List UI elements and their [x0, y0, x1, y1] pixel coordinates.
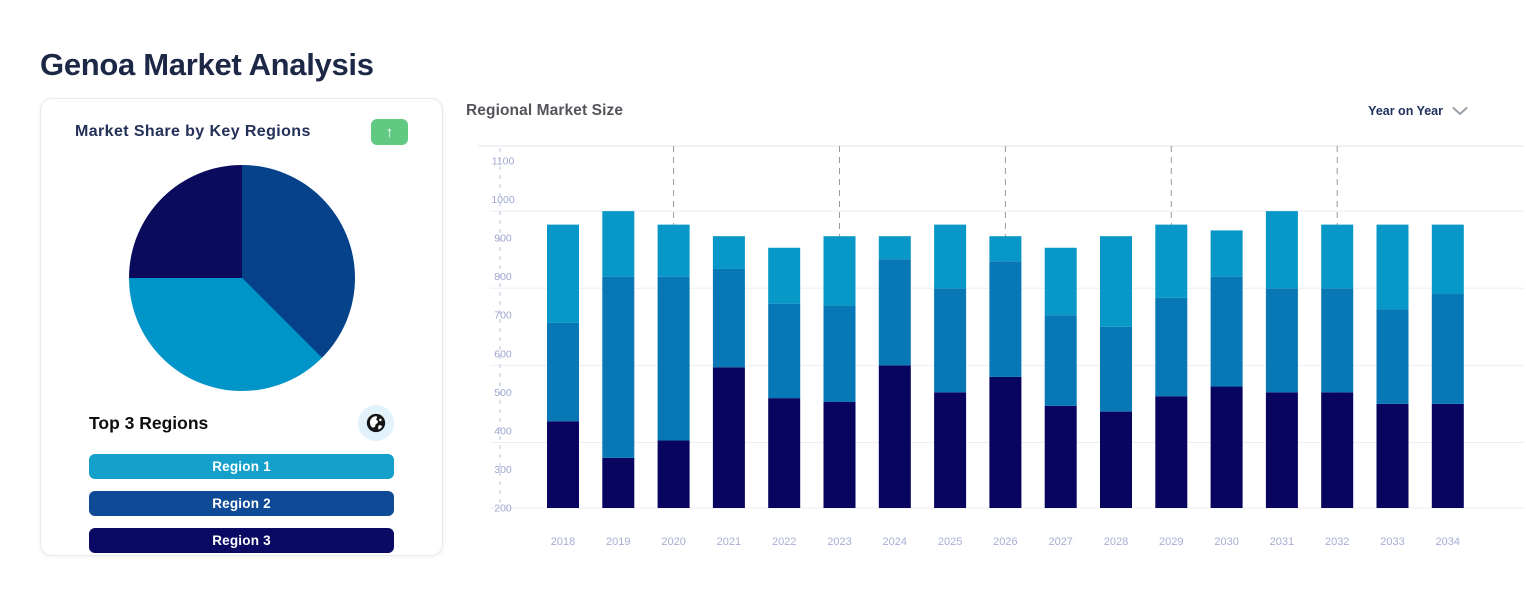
- top-regions-row: Top 3 Regions: [89, 405, 394, 441]
- bar-segment-2021-series-blue[interactable]: [712, 268, 745, 368]
- bar-segment-2025-series-cyan[interactable]: [934, 224, 967, 289]
- chevron-down-icon: [1452, 106, 1468, 115]
- bar-segment-2022-series-cyan[interactable]: [768, 247, 801, 304]
- bar-segment-2027-series-blue[interactable]: [1044, 315, 1077, 406]
- x-axis-label: 2032: [1325, 536, 1349, 548]
- bar-segment-2027-series-dark-navy[interactable]: [1044, 405, 1077, 508]
- market-share-card: Market Share by Key Regions ↑ Top 3 Regi…: [40, 98, 443, 556]
- bar-segment-2033-series-dark-navy[interactable]: [1376, 403, 1409, 508]
- x-axis-label: 2023: [827, 536, 851, 548]
- bar-segment-2024-series-dark-navy[interactable]: [878, 365, 911, 508]
- bar-segment-2025-series-blue[interactable]: [934, 288, 967, 393]
- bar-segment-2028-series-dark-navy[interactable]: [1100, 411, 1132, 508]
- bar-segment-2028-series-blue[interactable]: [1100, 326, 1132, 412]
- bar-segment-2028-series-cyan[interactable]: [1100, 236, 1132, 327]
- bar-segment-2032-series-dark-navy[interactable]: [1321, 392, 1354, 508]
- y-axis-label: 800: [494, 271, 512, 283]
- bar-segment-2030-series-dark-navy[interactable]: [1210, 386, 1243, 508]
- y-axis-label: 900: [494, 233, 512, 245]
- bar-segment-2033-series-blue[interactable]: [1376, 309, 1409, 404]
- x-axis-label: 2024: [883, 536, 907, 548]
- page-title: Genoa Market Analysis: [40, 47, 374, 82]
- bar-segment-2026-series-cyan[interactable]: [989, 236, 1022, 262]
- x-axis-label: 2028: [1104, 536, 1128, 548]
- region-buttons: Region 1 Region 2 Region 3: [89, 454, 394, 553]
- bar-segment-2026-series-dark-navy[interactable]: [989, 376, 1022, 508]
- x-axis-label: 2030: [1214, 536, 1238, 548]
- x-axis-label: 2034: [1436, 536, 1460, 548]
- x-axis-label: 2020: [661, 536, 685, 548]
- bar-segment-2029-series-cyan[interactable]: [1155, 224, 1188, 298]
- globe-icon: [366, 413, 386, 433]
- y-axis-label: 700: [494, 310, 512, 322]
- bar-segment-2018-series-dark-navy[interactable]: [547, 421, 579, 508]
- bar-segment-2034-series-cyan[interactable]: [1431, 224, 1464, 295]
- bar-segment-2024-series-cyan[interactable]: [878, 236, 911, 260]
- bar-segment-2019-series-blue[interactable]: [602, 276, 635, 458]
- x-axis-label: 2021: [717, 536, 741, 548]
- bar-segment-2019-series-dark-navy[interactable]: [602, 457, 635, 508]
- bar-segment-2025-series-dark-navy[interactable]: [934, 392, 967, 508]
- bar-segment-2034-series-dark-navy[interactable]: [1431, 403, 1464, 508]
- y-axis-label: 1100: [492, 156, 515, 168]
- arrow-up-icon: ↑: [385, 123, 394, 141]
- bar-segment-2020-series-blue[interactable]: [657, 276, 690, 441]
- bar-segment-2026-series-blue[interactable]: [989, 261, 1022, 377]
- x-axis-label: 2033: [1380, 536, 1404, 548]
- market-share-card-title: Market Share by Key Regions: [75, 123, 311, 140]
- region-button-2[interactable]: Region 2: [89, 491, 394, 516]
- x-axis-label: 2022: [772, 536, 796, 548]
- bar-segment-2030-series-blue[interactable]: [1210, 276, 1243, 387]
- bar-segment-2031-series-cyan[interactable]: [1265, 211, 1298, 289]
- bar-segment-2031-series-dark-navy[interactable]: [1265, 392, 1298, 508]
- y-axis-label: 400: [494, 425, 512, 437]
- market-share-pie-chart[interactable]: [128, 165, 355, 391]
- bar-segment-2022-series-dark-navy[interactable]: [768, 398, 801, 508]
- region-button-1[interactable]: Region 1: [89, 454, 394, 479]
- x-axis-label: 2027: [1048, 536, 1072, 548]
- bar-segment-2023-series-cyan[interactable]: [823, 236, 856, 306]
- bar-segment-2021-series-cyan[interactable]: [712, 236, 745, 269]
- bar-segment-2034-series-blue[interactable]: [1431, 294, 1464, 404]
- x-axis-label: 2029: [1159, 536, 1183, 548]
- bar-segment-2022-series-blue[interactable]: [768, 303, 801, 399]
- bar-segment-2024-series-blue[interactable]: [878, 259, 911, 366]
- expand-button[interactable]: ↑: [371, 119, 408, 145]
- bar-segment-2018-series-cyan[interactable]: [547, 224, 579, 323]
- y-axis-label: 1000: [491, 194, 515, 206]
- y-axis-label: 500: [494, 387, 512, 399]
- x-axis-label: 2026: [993, 536, 1017, 548]
- top-regions-title: Top 3 Regions: [89, 412, 209, 433]
- bar-segment-2023-series-dark-navy[interactable]: [823, 401, 856, 508]
- globe-badge: [358, 405, 394, 441]
- period-selector-label: Year on Year: [1368, 104, 1443, 118]
- bar-segment-2020-series-cyan[interactable]: [657, 224, 690, 277]
- bar-segment-2032-series-blue[interactable]: [1321, 288, 1354, 393]
- y-axis-label: 600: [494, 348, 512, 360]
- regional-market-size-chart: 200 300 400 500 600 700 800 900 1000 1100 2018 2019…: [466, 140, 1526, 560]
- bar-segment-2023-series-blue[interactable]: [823, 305, 856, 402]
- x-axis-label: 2025: [938, 536, 962, 548]
- y-axis-label: 200: [494, 503, 512, 515]
- x-axis-label: 2019: [606, 536, 630, 548]
- x-axis-label: 2018: [551, 536, 575, 548]
- bar-segment-2033-series-cyan[interactable]: [1376, 224, 1409, 310]
- x-axis-label: 2031: [1270, 536, 1294, 548]
- market-share-card-header: Market Share by Key Regions ↑: [61, 119, 422, 145]
- bar-segment-2029-series-blue[interactable]: [1155, 297, 1188, 397]
- bar-segment-2027-series-cyan[interactable]: [1044, 247, 1077, 316]
- bar-segment-2030-series-cyan[interactable]: [1210, 230, 1243, 277]
- period-selector-dropdown[interactable]: Year on Year: [1368, 104, 1468, 118]
- bar-segment-2018-series-blue[interactable]: [547, 322, 579, 422]
- bar-segment-2019-series-cyan[interactable]: [602, 211, 635, 277]
- regional-market-size-header: Regional Market Size Year on Year: [466, 102, 1468, 120]
- bar-segment-2029-series-dark-navy[interactable]: [1155, 396, 1188, 508]
- bar-segment-2020-series-dark-navy[interactable]: [657, 440, 690, 508]
- y-axis-label: 300: [494, 464, 512, 476]
- bar-segment-2032-series-cyan[interactable]: [1321, 224, 1354, 289]
- bar-segment-2031-series-blue[interactable]: [1265, 288, 1298, 393]
- bar-segment-2021-series-dark-navy[interactable]: [712, 367, 745, 508]
- region-button-3[interactable]: Region 3: [89, 528, 394, 553]
- regional-market-size-title: Regional Market Size: [466, 102, 624, 119]
